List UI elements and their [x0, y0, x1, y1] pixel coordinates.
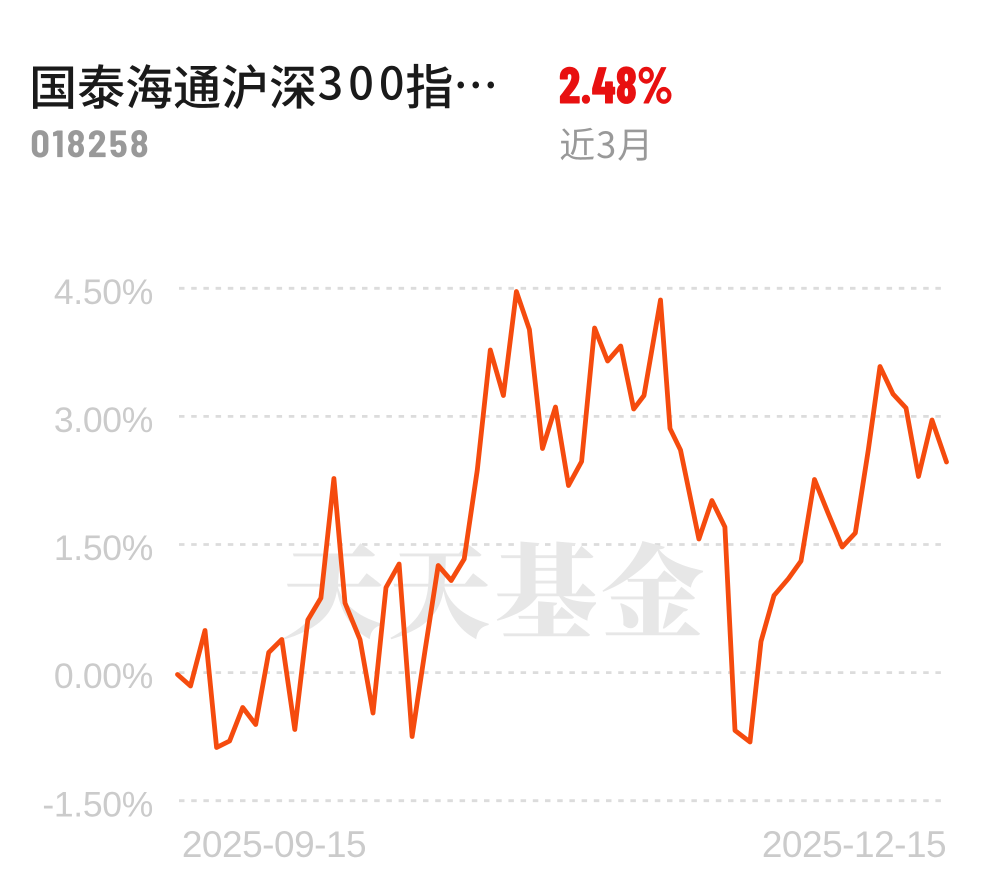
svg-text:0.00%: 0.00%	[54, 656, 153, 696]
svg-text:-1.50%: -1.50%	[42, 784, 153, 824]
svg-text:1.50%: 1.50%	[54, 528, 153, 568]
svg-text:2025-12-15: 2025-12-15	[762, 824, 946, 865]
svg-text:2025-09-15: 2025-09-15	[182, 824, 366, 865]
svg-text:4.50%: 4.50%	[54, 272, 153, 312]
svg-text:3.00%: 3.00%	[54, 400, 153, 440]
